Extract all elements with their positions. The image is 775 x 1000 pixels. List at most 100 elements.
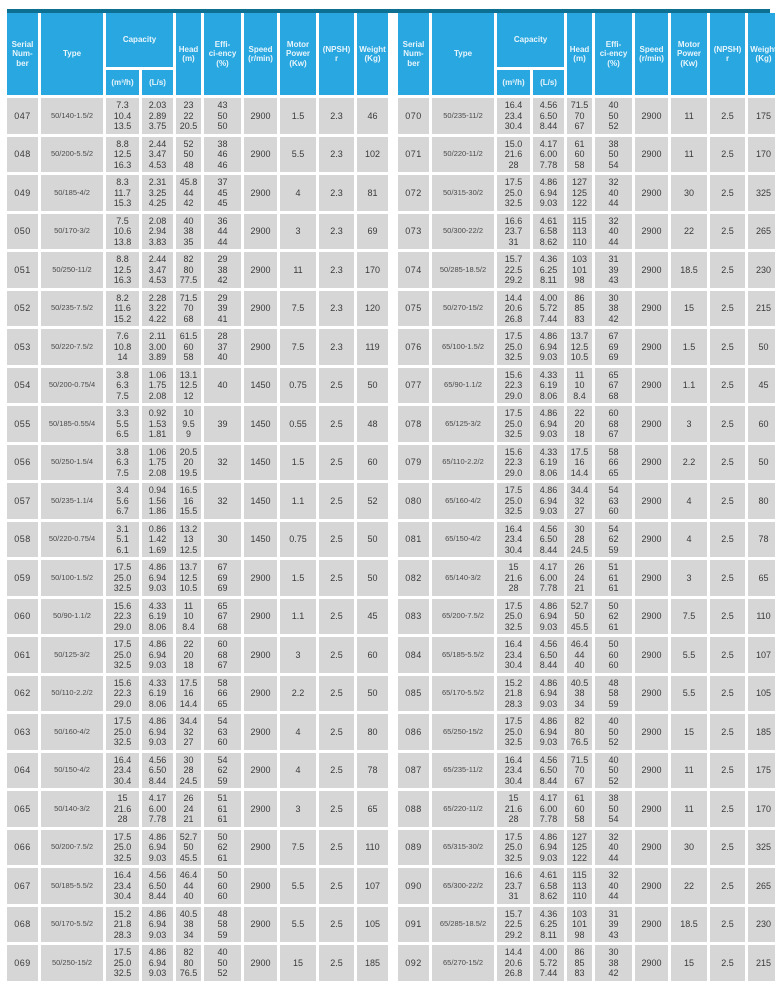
speed-cell: 2900 (635, 829, 669, 865)
efficiency-cell: 40 50 52 (595, 752, 633, 788)
capacity-ls-cell: 4.56 6.50 8.44 (533, 521, 565, 557)
head-cell: 13.1 12.5 12 (176, 367, 202, 403)
capacity-m3h-cell: 3.3 5.5 6.5 (106, 406, 139, 442)
motor-power-cell: 4 (280, 752, 317, 788)
capacity-ls-cell: 4.61 6.58 8.62 (533, 213, 565, 249)
npsh-cell: 2.5 (710, 560, 746, 596)
type-cell: 65/150-4/2 (432, 521, 495, 557)
table-row: 066 50/200-7.5/2 17.5 25.0 32.5 4.86 6.94 9.03 5… (7, 829, 389, 865)
capacity-m3h-cell: 16.4 23.4 30.4 (497, 521, 531, 557)
head-cell: 34.4 32 27 (176, 714, 202, 750)
col-header-serial-number: Serial Num- ber (398, 13, 430, 95)
table-row: 087 65/235-11/2 16.4 23.4 30.4 4.56 6.50 8.44 71… (398, 752, 775, 788)
type-cell: 50/235-11/2 (432, 98, 495, 134)
head-cell: 40 38 35 (176, 213, 202, 249)
serial-cell: 072 (398, 175, 430, 211)
head-cell: 40.5 38 34 (567, 675, 593, 711)
speed-cell: 2900 (635, 560, 669, 596)
weight-cell: 230 (748, 252, 775, 288)
serial-cell: 069 (7, 945, 38, 981)
capacity-ls-cell: 4.86 6.94 9.03 (533, 175, 565, 211)
efficiency-cell: 28 37 40 (204, 329, 242, 365)
motor-power-cell: 2.2 (280, 675, 317, 711)
motor-power-cell: 1.5 (280, 560, 317, 596)
efficiency-cell: 39 (204, 406, 242, 442)
table-header: Serial Num- ber Type Capacity Head (m) E… (398, 13, 775, 95)
serial-cell: 057 (7, 483, 38, 519)
weight-cell: 185 (748, 714, 775, 750)
efficiency-cell: 65 67 68 (595, 367, 633, 403)
efficiency-cell: 50 62 61 (204, 829, 242, 865)
table-row: 061 50/125-3/2 17.5 25.0 32.5 4.86 6.94 9.03 22 2… (7, 637, 389, 673)
capacity-ls-cell: 4.56 6.50 8.44 (142, 868, 174, 904)
head-cell: 17.5 16 14.4 (567, 444, 593, 480)
efficiency-cell: 40 50 52 (595, 98, 633, 134)
capacity-m3h-cell: 15.7 22.5 29.2 (497, 906, 531, 942)
table-row: 055 50/185-0.55/4 3.3 5.5 6.5 0.92 1.53 1.81 10 9… (7, 406, 389, 442)
efficiency-cell: 29 39 41 (204, 290, 242, 326)
head-cell: 26 24 21 (176, 791, 202, 827)
capacity-m3h-cell: 17.5 25.0 32.5 (497, 829, 531, 865)
npsh-cell: 2.5 (710, 483, 746, 519)
capacity-m3h-cell: 16.6 23.7 31 (497, 213, 531, 249)
capacity-ls-cell: 4.33 6.19 8.06 (142, 675, 174, 711)
speed-cell: 2900 (635, 290, 669, 326)
head-cell: 10 9.5 9 (176, 406, 202, 442)
capacity-ls-cell: 4.56 6.50 8.44 (533, 98, 565, 134)
efficiency-cell: 60 68 67 (204, 637, 242, 673)
weight-cell: 110 (357, 829, 389, 865)
npsh-cell: 2.5 (710, 637, 746, 673)
head-cell: 34.4 32 27 (567, 483, 593, 519)
table-row: 059 50/100-1.5/2 17.5 25.0 32.5 4.86 6.94 9.03 1… (7, 560, 389, 596)
motor-power-cell: 11 (671, 98, 708, 134)
speed-cell: 2900 (635, 945, 669, 981)
motor-power-cell: 3 (280, 637, 317, 673)
table-row: 068 50/170-5.5/2 15.2 21.8 28.3 4.86 6.94 9.03 4… (7, 906, 389, 942)
efficiency-cell: 38 46 46 (204, 136, 242, 172)
npsh-cell: 2.5 (319, 791, 355, 827)
efficiency-cell: 43 50 50 (204, 98, 242, 134)
speed-cell: 2900 (244, 675, 278, 711)
serial-cell: 087 (398, 752, 430, 788)
npsh-cell: 2.5 (710, 98, 746, 134)
type-cell: 50/170-5.5/2 (41, 906, 103, 942)
table-row: 069 50/250-15/2 17.5 25.0 32.5 4.86 6.94 9.03 82… (7, 945, 389, 981)
head-cell: 115 113 110 (567, 868, 593, 904)
capacity-m3h-cell: 16.4 23.4 30.4 (497, 752, 531, 788)
serial-cell: 078 (398, 406, 430, 442)
table-row: 051 50/250-11/2 8.8 12.5 16.3 2.44 3.47 4.53 82 8… (7, 252, 389, 288)
motor-power-cell: 15 (671, 714, 708, 750)
head-cell: 26 24 21 (567, 560, 593, 596)
capacity-ls-cell: 4.86 6.94 9.03 (142, 945, 174, 981)
table-row: 091 65/285-18.5/2 15.7 22.5 29.2 4.36 6.25 8.11… (398, 906, 775, 942)
motor-power-cell: 5.5 (671, 675, 708, 711)
head-cell: 52.7 50 45.5 (176, 829, 202, 865)
speed-cell: 2900 (635, 598, 669, 634)
head-cell: 40.5 38 34 (176, 906, 202, 942)
motor-power-cell: 18.5 (671, 906, 708, 942)
table-row: 076 65/100-1.5/2 17.5 25.0 32.5 4.86 6.94 9.03 1… (398, 329, 775, 365)
serial-cell: 048 (7, 136, 38, 172)
col-header-type: Type (41, 13, 103, 95)
npsh-cell: 2.5 (319, 868, 355, 904)
efficiency-cell: 30 38 42 (595, 290, 633, 326)
type-cell: 50/220-11/2 (432, 136, 495, 172)
motor-power-cell: 7.5 (280, 829, 317, 865)
speed-cell: 2900 (635, 213, 669, 249)
capacity-ls-cell: 0.94 1.56 1.86 (142, 483, 174, 519)
capacity-ls-cell: 4.86 6.94 9.03 (142, 906, 174, 942)
head-cell: 22 20 18 (176, 637, 202, 673)
head-cell: 71.5 70 68 (176, 290, 202, 326)
capacity-ls-cell: 4.00 5.72 7.44 (533, 945, 565, 981)
npsh-cell: 2.5 (319, 752, 355, 788)
capacity-m3h-cell: 15.6 22.3 29.0 (106, 598, 139, 634)
head-cell: 45.8 44 42 (176, 175, 202, 211)
capacity-ls-cell: 4.33 6.19 8.06 (533, 367, 565, 403)
weight-cell: 50 (357, 521, 389, 557)
table-row: 084 65/185-5.5/2 16.4 23.4 30.4 4.56 6.50 8.44 4… (398, 637, 775, 673)
table-row: 060 50/90-1.1/2 15.6 22.3 29.0 4.33 6.19 8.06 11… (7, 598, 389, 634)
efficiency-cell: 48 58 59 (204, 906, 242, 942)
efficiency-cell: 32 (204, 483, 242, 519)
motor-power-cell: 1.5 (280, 444, 317, 480)
head-cell: 46.4 44 40 (176, 868, 202, 904)
